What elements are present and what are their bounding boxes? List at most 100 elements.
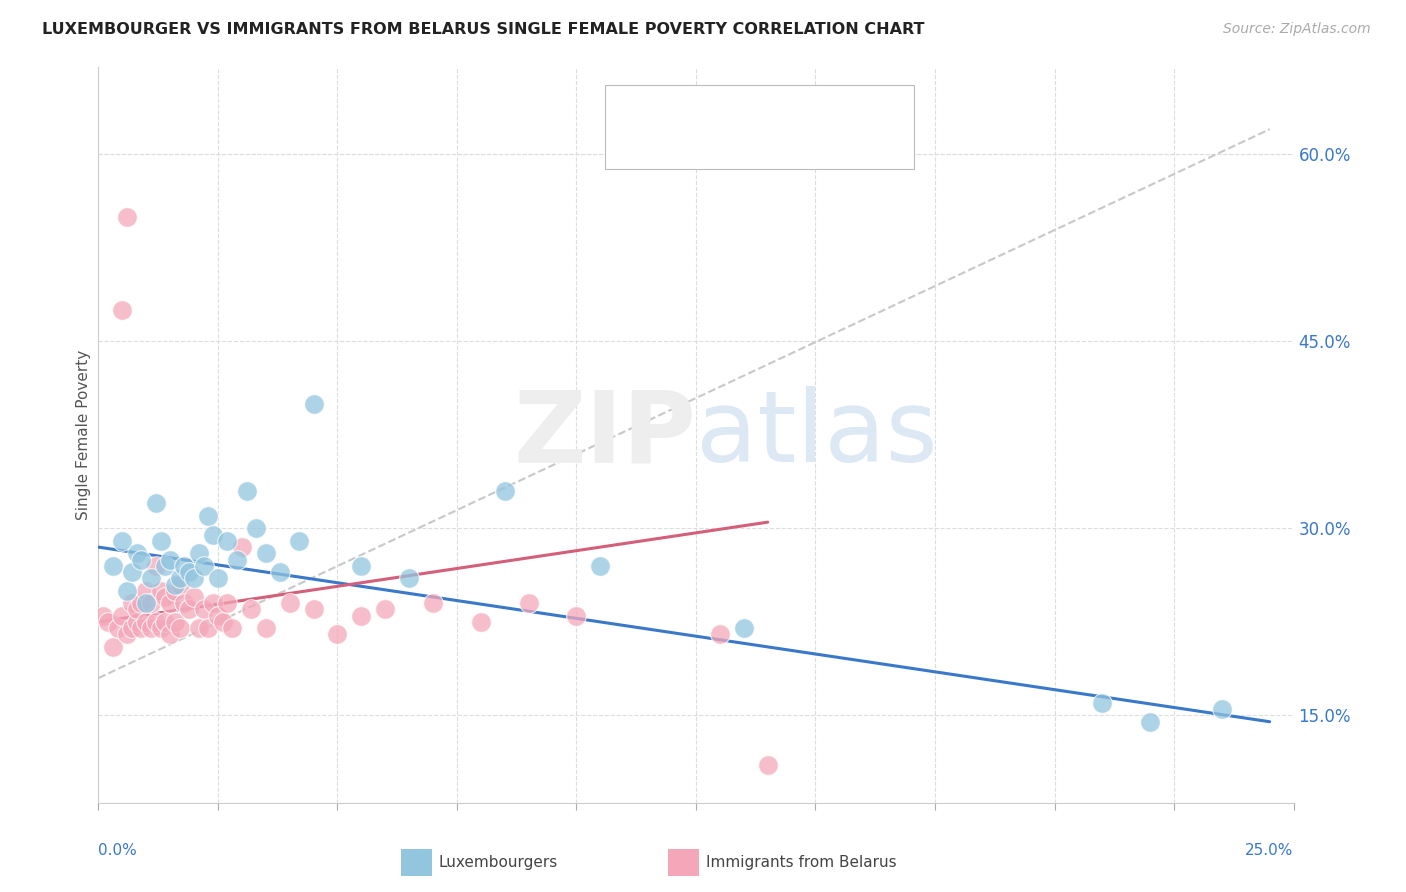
Point [145,496,167,510]
Point [111,608,134,623]
Point [145,615,167,629]
Point [350,558,373,573]
Point [326,627,349,641]
Point [302,602,325,616]
Point [470,615,492,629]
Point [125,546,148,560]
Point [197,621,219,635]
Point [121,621,143,635]
Point [1091,696,1114,710]
Point [350,608,373,623]
Point [131,621,153,635]
Point [135,615,157,629]
Point [179,602,201,616]
Point [155,615,177,629]
Point [149,583,172,598]
Point [91,608,114,623]
Point [733,621,755,635]
Text: 0.0%: 0.0% [98,843,138,858]
Point [183,571,205,585]
Point [278,596,301,610]
Point [202,527,225,541]
Point [197,508,219,523]
Text: R =  0.175   N = 55: R = 0.175 N = 55 [655,135,828,149]
Point [231,540,253,554]
Point [398,571,420,585]
Point [202,596,225,610]
Point [125,602,148,616]
Point [121,596,143,610]
Point [254,621,277,635]
Point [494,483,516,498]
Point [149,621,172,635]
Point [565,608,588,623]
Text: Immigrants from Belarus: Immigrants from Belarus [706,855,897,870]
Point [235,483,257,498]
Point [139,596,162,610]
Point [226,552,249,566]
Point [111,533,134,548]
Point [193,558,215,573]
Point [217,533,239,548]
Text: ZIP: ZIP [513,386,696,483]
Point [211,615,233,629]
Text: Source: ZipAtlas.com: Source: ZipAtlas.com [1223,22,1371,37]
Point [131,552,153,566]
Point [1139,714,1161,729]
Point [107,621,129,635]
Text: 25.0%: 25.0% [1246,843,1294,858]
Text: LUXEMBOURGER VS IMMIGRANTS FROM BELARUS SINGLE FEMALE POVERTY CORRELATION CHART: LUXEMBOURGER VS IMMIGRANTS FROM BELARUS … [42,22,925,37]
Point [97,615,120,629]
Text: Luxembourgers: Luxembourgers [439,855,558,870]
Point [589,558,612,573]
Point [422,596,444,610]
Point [111,303,134,318]
Point [193,602,215,616]
Point [288,533,311,548]
Y-axis label: Single Female Poverty: Single Female Poverty [76,350,91,520]
Point [159,596,181,610]
Point [135,596,157,610]
Point [139,621,162,635]
Point [1211,702,1233,716]
Text: atlas: atlas [696,386,938,483]
Point [187,546,209,560]
Point [163,615,186,629]
Point [163,577,186,591]
Point [135,583,157,598]
Point [179,565,201,579]
Point [254,546,277,560]
Point [207,608,229,623]
Point [155,558,177,573]
Point [163,583,186,598]
Point [101,558,124,573]
Point [169,621,191,635]
Point [269,565,291,579]
Point [183,590,205,604]
Point [125,615,148,629]
Point [121,565,143,579]
Point [517,596,540,610]
Point [155,590,177,604]
Point [709,627,731,641]
Point [169,577,191,591]
Point [115,583,138,598]
Point [374,602,396,616]
Point [756,758,779,772]
Point [302,397,325,411]
Point [169,571,191,585]
Point [221,621,243,635]
Point [173,558,195,573]
Point [139,571,162,585]
Point [240,602,263,616]
Point [173,596,195,610]
Point [145,558,167,573]
Text: R = -0.206   N = 38: R = -0.206 N = 38 [655,99,828,113]
Point [115,210,138,224]
Point [187,621,209,635]
Point [115,627,138,641]
Point [217,596,239,610]
Point [101,640,124,654]
Point [149,533,172,548]
Point [159,627,181,641]
